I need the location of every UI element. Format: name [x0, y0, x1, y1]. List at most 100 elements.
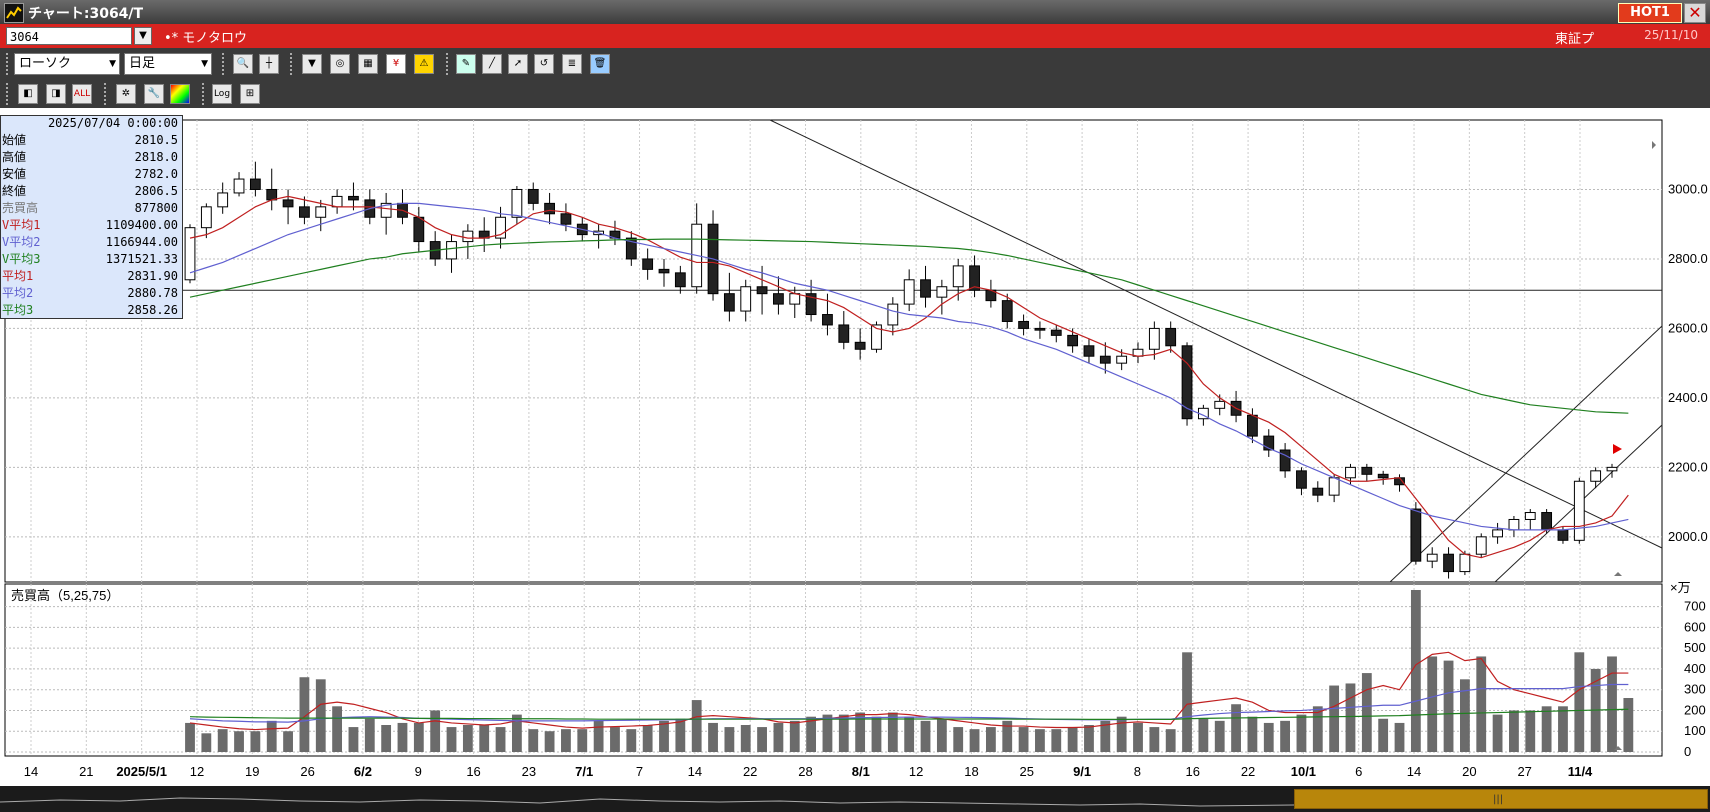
date-tick-label: 16 — [466, 764, 480, 779]
info-value: 877800 — [134, 201, 178, 215]
info-label: 売買高 — [2, 201, 39, 215]
scroll-up-marker[interactable] — [1652, 141, 1656, 149]
log-scale-icon[interactable]: Log — [212, 84, 232, 104]
period-select[interactable]: 日足 ▼ — [124, 53, 212, 75]
volume-bar — [1035, 729, 1045, 752]
magnifier-icon[interactable]: 🔍 — [233, 54, 253, 74]
volume-bar — [724, 727, 735, 752]
toolbar-grip[interactable] — [6, 83, 11, 105]
settings-icon[interactable]: ✲ — [116, 84, 136, 104]
time-scrollbar[interactable]: ||| — [0, 786, 1710, 812]
volume-bar — [1198, 718, 1209, 752]
crosshair-icon[interactable]: ┼ — [259, 54, 279, 74]
info-value: 2810.5 — [134, 133, 178, 147]
date-tick-label: 22 — [743, 764, 757, 779]
volume-tick-label: 700 — [1684, 599, 1706, 614]
toolbar-grip[interactable] — [446, 53, 451, 75]
volume-bar — [364, 718, 375, 752]
grid-icon[interactable]: ▦ — [358, 54, 378, 74]
toolbar-grip[interactable] — [202, 83, 207, 105]
erase-icon[interactable]: ↺ — [534, 54, 554, 74]
volume-bar — [659, 720, 669, 752]
candle-body — [266, 188, 278, 201]
candle-body — [495, 216, 506, 239]
info-label: V平均1 — [2, 218, 41, 232]
volume-bar — [887, 712, 898, 752]
chevron-down-icon[interactable]: ▼ — [134, 27, 152, 45]
hot-button[interactable]: HOT1 — [1618, 3, 1682, 23]
info-row: 平均1 2831.90 — [2, 268, 178, 284]
price-tick-label: 2400.0 — [1668, 390, 1708, 405]
downtrend-line[interactable] — [769, 119, 1663, 549]
scale-marker[interactable] — [1614, 746, 1622, 750]
volume-bar — [495, 727, 506, 752]
volume-bar — [201, 733, 212, 752]
price-panel-frame — [4, 119, 1663, 583]
zoom-icon[interactable]: ◎ — [330, 54, 350, 74]
pencil-icon[interactable]: ✎ — [456, 54, 476, 74]
price-volume-chart[interactable]: 3000.0 2800.0 2600.0 2400.0 2200.0 2000.0 700 6… — [0, 108, 1710, 802]
date-tick-label: 14 — [24, 764, 38, 779]
volume-tick-label: 300 — [1684, 682, 1706, 697]
volume-bar — [430, 710, 441, 752]
volume-bar — [479, 725, 490, 752]
yen-icon[interactable]: ¥ — [386, 54, 406, 74]
candle-body — [903, 279, 915, 305]
upper-channel-line[interactable] — [1389, 325, 1663, 583]
cursor-icon[interactable]: ➚ — [508, 54, 528, 74]
volume-bar — [266, 720, 277, 752]
candle-body — [527, 188, 539, 204]
chart-type-select[interactable]: ローソク ▼ — [14, 53, 120, 75]
scrollbar-thumb[interactable]: ||| — [1294, 789, 1708, 809]
close-button[interactable]: ✕ — [1684, 3, 1706, 23]
indicator-icon[interactable]: ▼ — [302, 54, 322, 74]
price-tick-label: 2600.0 — [1668, 320, 1708, 335]
volume-bar — [675, 718, 686, 752]
chart-settings-icon[interactable]: ⊞ — [240, 84, 260, 104]
draw-line-icon[interactable]: ╱ — [482, 54, 502, 74]
scale-out-icon[interactable]: ◨ — [46, 84, 66, 104]
volume-bar — [642, 725, 653, 752]
volume-bar — [315, 679, 326, 752]
show-all-icon[interactable]: ALL — [72, 84, 92, 104]
price-tick-label: 2800.0 — [1668, 251, 1708, 266]
candle-body — [200, 206, 212, 229]
warning-icon[interactable]: ⚠ — [414, 54, 434, 74]
toolbar-grip[interactable] — [290, 53, 295, 75]
trash-icon[interactable]: 🗑 — [590, 54, 610, 74]
date-tick-label: 23 — [522, 764, 536, 779]
list-icon[interactable]: ≣ — [562, 54, 582, 74]
volume-bar — [1623, 698, 1634, 752]
volume-bar — [528, 729, 539, 752]
chart-area[interactable]: 3000.0 2800.0 2600.0 2400.0 2200.0 2000.0 700 6… — [0, 108, 1710, 802]
period-value: 日足 — [129, 56, 156, 71]
candle-body — [1426, 553, 1438, 562]
toolbar-grip[interactable] — [222, 53, 227, 75]
candle-body — [887, 303, 899, 326]
candle-body — [642, 258, 654, 270]
volume-bar — [1165, 729, 1176, 752]
candle-body — [331, 195, 343, 208]
volume-bar — [1443, 660, 1454, 752]
volume-bar — [1525, 710, 1536, 752]
stock-code-input[interactable]: 3064 — [6, 27, 132, 45]
color-palette-icon[interactable] — [170, 84, 190, 104]
info-value: 2858.26 — [127, 303, 178, 317]
volume-bar — [511, 714, 522, 752]
toolbar-grip[interactable] — [104, 83, 109, 105]
date-tick-label: 10/1 — [1291, 764, 1316, 779]
volume-bar — [1410, 590, 1421, 752]
toolbar-grip[interactable] — [6, 53, 11, 75]
candle-body — [1263, 435, 1275, 451]
volume-bar — [234, 731, 244, 752]
scale-in-icon[interactable]: ◧ — [18, 84, 38, 104]
info-value: 2880.78 — [127, 286, 178, 300]
volume-bar — [610, 727, 620, 752]
volume-bar — [348, 727, 359, 752]
volume-moving-averages — [189, 651, 1629, 731]
scale-marker[interactable] — [1614, 572, 1622, 576]
volume-bar — [1296, 714, 1307, 752]
date-tick-label: 20 — [1462, 764, 1476, 779]
wrench-icon[interactable]: 🔧 — [144, 84, 164, 104]
candle-body — [871, 324, 882, 350]
